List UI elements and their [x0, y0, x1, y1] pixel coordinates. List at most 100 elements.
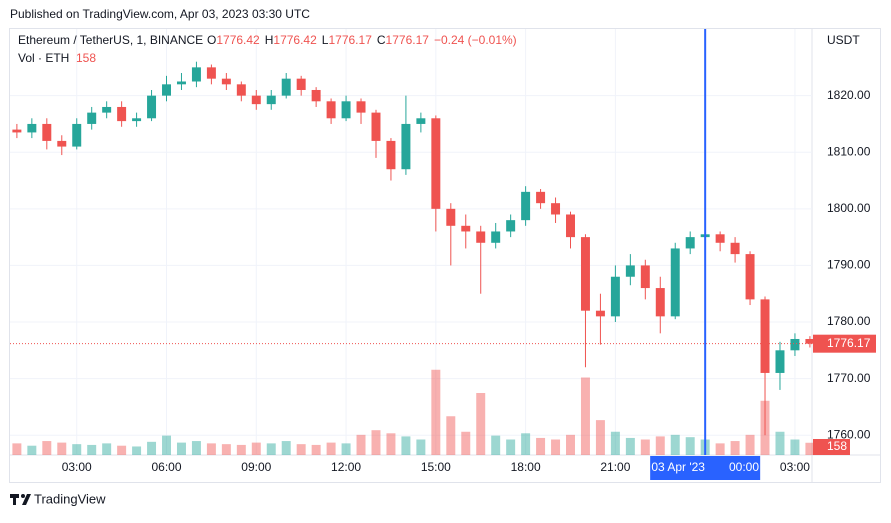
volume-bar	[775, 431, 785, 455]
candle-body	[655, 288, 665, 317]
candle-body	[401, 123, 411, 170]
y-tick-label: 1770.00	[827, 371, 871, 385]
candle-body	[162, 84, 171, 96]
candle-body	[251, 95, 261, 105]
candle-body	[191, 67, 201, 82]
volume-bar	[251, 442, 261, 455]
candle-body	[805, 338, 815, 344]
last-price-label: 1776.17	[827, 336, 871, 350]
candle-body	[117, 106, 127, 122]
ohlc-key: H	[265, 33, 274, 47]
volume-bar	[536, 437, 546, 455]
y-tick-label: 1820.00	[827, 88, 871, 102]
candles	[12, 61, 815, 436]
candle-body	[431, 118, 441, 209]
candle-body	[87, 112, 97, 124]
volume-box	[813, 439, 850, 455]
candle-body	[730, 242, 740, 255]
candle-body	[670, 248, 680, 317]
candle-body	[356, 101, 366, 113]
volume-bar	[521, 433, 531, 455]
crosshair-label: 03 Apr '23 00:00	[651, 460, 759, 474]
candle-body	[176, 81, 186, 85]
volume-bar	[117, 445, 127, 455]
volume-bar	[580, 377, 590, 455]
volume-bar	[296, 444, 306, 455]
candle-body	[281, 78, 291, 96]
candle-body	[311, 89, 321, 102]
volume-bar	[162, 435, 171, 455]
candle-body	[147, 95, 157, 119]
x-tick-label: 09:00	[241, 460, 271, 474]
ohlc-key: C	[377, 33, 386, 47]
logo-mark	[13, 494, 16, 505]
ohlc-key: L	[322, 33, 329, 47]
candle-body	[715, 234, 725, 243]
volume-bar	[640, 439, 650, 455]
candle-body	[132, 118, 142, 122]
candle-body	[72, 123, 82, 147]
ohlc-value: 1776.17	[328, 33, 372, 47]
candle-body	[386, 140, 396, 170]
volume-bar	[595, 420, 605, 455]
volume-bar	[446, 416, 456, 455]
candle-body	[521, 191, 531, 221]
volume-bar	[12, 443, 22, 455]
x-tick-label: 21:00	[600, 460, 630, 474]
volume-bar	[326, 442, 336, 455]
candle-body	[416, 118, 426, 124]
logo-mark	[22, 494, 31, 505]
volume-bar	[191, 441, 201, 455]
volume-bar	[27, 445, 37, 455]
overlays: 1776.17 158 03 Apr '23 00:00	[10, 29, 876, 480]
ohlc-legend: O 1776.42 H 1776.42 L 1776.17 C 1776.17 −0.24 (−…	[207, 33, 517, 47]
volume-bar	[685, 437, 695, 455]
candle-body	[506, 220, 516, 232]
volume-bar	[790, 439, 800, 455]
volume-bar	[281, 441, 291, 455]
volume-bar	[431, 369, 441, 455]
volume-bar	[610, 431, 620, 455]
volume-bar	[476, 393, 486, 455]
candle-body	[12, 129, 22, 133]
currency: USDT	[827, 33, 860, 47]
candle-body	[790, 338, 800, 351]
volume-bar	[805, 442, 815, 455]
x-tick-label: 06:00	[151, 460, 181, 474]
ohlc-value: 1776.17	[386, 33, 430, 47]
candle-body	[446, 208, 456, 226]
candle-body	[206, 67, 216, 79]
y-tick-label: 1760.00	[827, 427, 871, 441]
volume-bar	[206, 443, 216, 455]
y-tick-label: 1800.00	[827, 201, 871, 215]
volume-bar	[371, 430, 381, 455]
candle-body	[625, 265, 635, 277]
symbol: Ethereum / TetherUS, 1, BINANCE	[18, 33, 203, 47]
volume-bar	[416, 439, 426, 455]
y-tick-label: 1810.00	[827, 144, 871, 158]
volume-bar	[386, 433, 396, 455]
candle-body	[760, 299, 770, 373]
y-tick-label: 1780.00	[827, 314, 871, 328]
candle-body	[326, 101, 336, 119]
candle-body	[640, 265, 650, 289]
change: −0.24 (−0.01%)	[434, 33, 517, 47]
volume-bar	[670, 434, 680, 455]
x-tick-label: 18:00	[511, 460, 541, 474]
volume-bar	[730, 441, 740, 455]
candle-body	[491, 231, 501, 243]
volume-bar	[356, 434, 366, 455]
volume-label: 158	[827, 439, 847, 453]
volume-bar	[506, 439, 516, 455]
volume-bar	[311, 444, 321, 455]
brand: TradingView	[34, 491, 106, 506]
candle-body	[371, 112, 381, 141]
volume-bar	[132, 446, 142, 455]
candle-body	[461, 225, 471, 232]
volume-bar	[551, 439, 561, 455]
candle-body	[745, 254, 755, 300]
x-tick-label: 03:00	[780, 460, 810, 474]
logo-mark	[21, 494, 25, 498]
